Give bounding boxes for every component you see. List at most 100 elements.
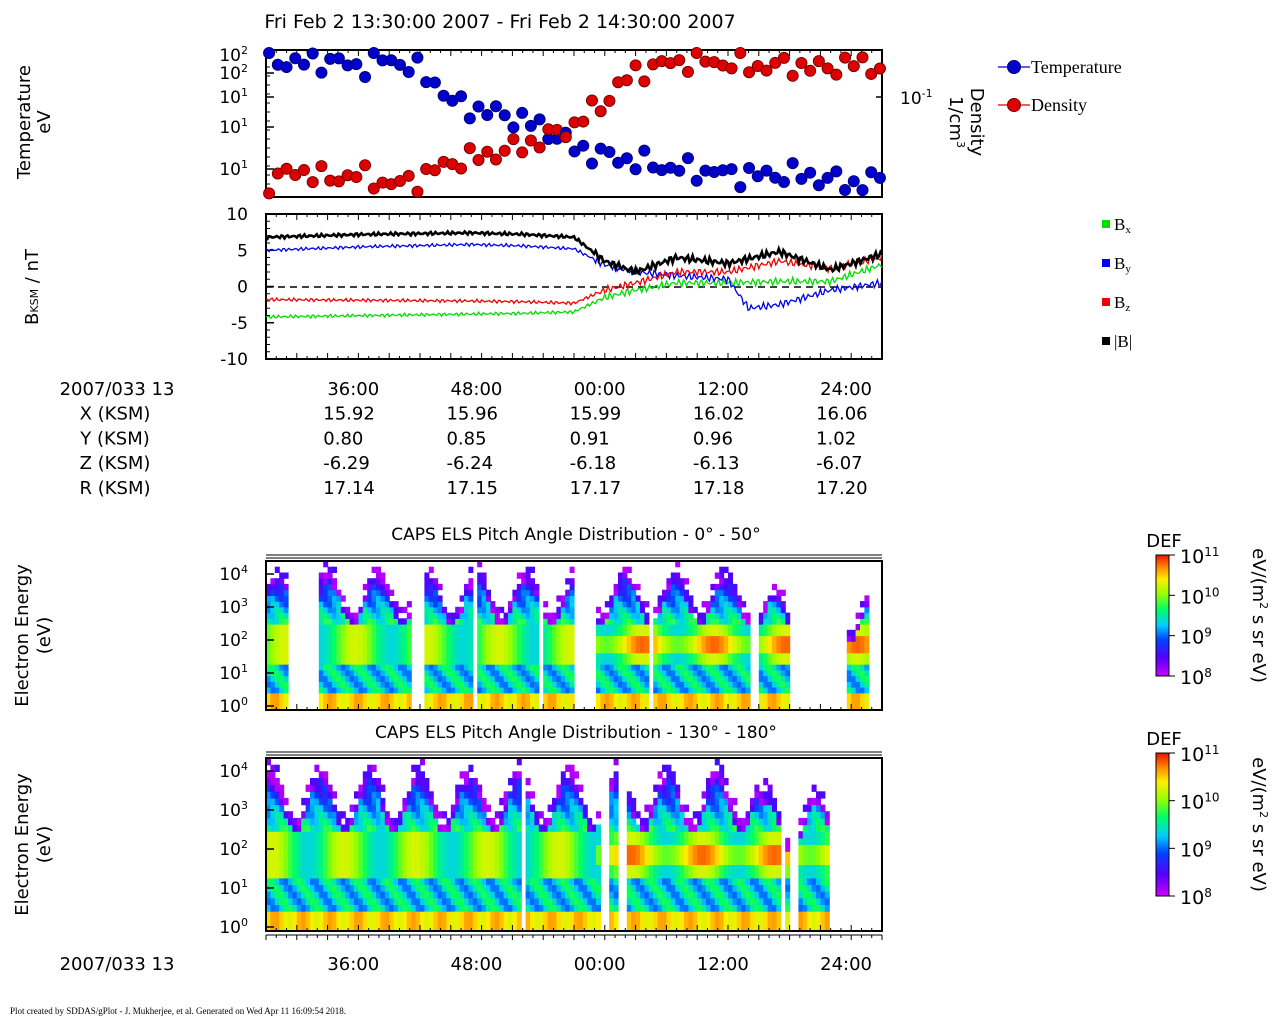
spectrogram-cell	[772, 851, 777, 859]
spectrogram-cell	[714, 911, 720, 919]
spectrogram-cell	[450, 851, 456, 859]
spectrogram-cell	[767, 704, 773, 711]
spectrogram-cell	[565, 595, 571, 602]
spectrogram-cell	[772, 595, 777, 602]
spectrogram-cell	[736, 911, 742, 919]
spectrogram-cell	[516, 583, 522, 591]
spectrogram-cell	[512, 804, 518, 812]
spectrogram-cell	[332, 851, 337, 859]
spectrogram-cell	[706, 641, 711, 648]
spectrogram-cell	[600, 612, 606, 619]
spectrogram-cell	[750, 904, 755, 912]
spectrogram-cell	[406, 837, 412, 846]
spectrogram-cell	[486, 589, 491, 596]
spectrogram-cell	[503, 891, 509, 899]
legend-bz-swatch	[1102, 298, 1110, 306]
spectrogram-cell	[745, 681, 751, 688]
spectrogram-cell	[424, 864, 430, 872]
spectrogram-cell	[424, 698, 430, 705]
spectrogram-cell	[424, 692, 430, 700]
spectrogram-cell	[679, 681, 685, 688]
spectrogram-cell	[428, 612, 434, 619]
spectrogram-cell	[499, 698, 505, 705]
spectrogram-cell	[464, 784, 469, 792]
spectrogram-cell	[428, 652, 434, 659]
spectrogram-cell	[354, 864, 359, 872]
spectrogram-cell	[587, 844, 593, 852]
spectrogram-cell	[719, 891, 725, 899]
spectrogram-cell	[776, 831, 782, 839]
spectrogram-cell	[662, 698, 667, 705]
spectrogram-cell	[578, 904, 584, 912]
spectrogram-cell	[468, 595, 474, 602]
spectrogram-cell	[283, 864, 289, 872]
spectrogram-cell	[763, 687, 769, 694]
spectrogram-cell	[596, 669, 601, 677]
spectrogram-cell	[428, 844, 434, 852]
spectrogram-cell	[675, 669, 681, 677]
spectrogram-cell	[411, 891, 417, 899]
spectrogram-cell	[596, 811, 601, 819]
spectrogram-cell	[340, 641, 346, 648]
spectrogram-cell	[367, 897, 373, 905]
spectrogram-cell	[446, 629, 452, 637]
spectrogram-cell	[508, 917, 513, 925]
spectrogram-cell	[578, 884, 584, 892]
colorbar-tick-label: 1010	[1180, 585, 1219, 608]
spectrogram-cell	[455, 618, 461, 625]
spectrogram-cell	[424, 797, 430, 806]
spectrogram-cell	[675, 811, 681, 819]
spectrogram-cell	[270, 924, 276, 932]
spectrogram-cell	[758, 877, 764, 886]
spectrogram-cell	[411, 811, 417, 819]
spectrogram-cell	[424, 891, 430, 899]
spectrogram-cell	[543, 884, 549, 892]
spectrogram-cell	[736, 884, 742, 892]
spectrogram-cell	[376, 606, 381, 614]
spectrogram-cell	[477, 578, 483, 585]
spectrogram-cell	[380, 595, 386, 602]
spectrogram-cell	[477, 618, 483, 625]
spectrogram-cell	[332, 635, 337, 642]
spectrogram-cell	[785, 692, 791, 700]
density-point	[795, 56, 808, 69]
density-point	[594, 105, 607, 118]
spectrogram-cell	[503, 652, 509, 659]
spectrogram-cell	[547, 837, 553, 846]
spectrogram-cell	[569, 595, 575, 602]
spectrogram-cell	[499, 824, 505, 832]
spectrogram-cell	[574, 877, 579, 886]
spectrogram-cell	[670, 658, 676, 665]
spectrogram-cell	[442, 884, 447, 892]
spectrogram-cell	[534, 618, 540, 625]
spectrogram-cell	[635, 652, 641, 659]
spectrogram-cell	[340, 917, 346, 925]
spectrogram-cell	[569, 851, 575, 859]
spectrogram-cell	[741, 904, 747, 912]
spectrogram-cell	[675, 884, 681, 892]
spectrogram-cell	[318, 658, 324, 665]
spectrogram-cell	[358, 669, 364, 677]
spectrogram-cell	[433, 687, 439, 694]
spectrogram-cell	[362, 791, 368, 799]
spectrogram-cell	[266, 771, 271, 779]
spectrogram-cell	[415, 784, 421, 792]
spectrogram-cell	[556, 595, 562, 602]
spectrogram-cell	[376, 664, 381, 671]
spectrogram-cell	[516, 601, 522, 608]
spectrogram-cell	[442, 652, 447, 659]
spectrogram-cell	[516, 658, 522, 665]
spectrogram-cell	[530, 831, 535, 839]
spectrogram-cell	[468, 884, 474, 892]
spectrogram-cell	[503, 791, 509, 799]
spectrogram-cell	[481, 817, 487, 826]
spectrogram-cell	[420, 784, 425, 792]
legend-bz: Bz	[1114, 293, 1130, 314]
ephem-value: 16.06	[816, 404, 868, 425]
spectrogram-cell	[670, 837, 676, 846]
spectrogram-cell	[266, 675, 271, 682]
spectrogram-cell	[354, 664, 359, 671]
spectrogram-cell	[684, 871, 689, 879]
spectrogram-cell	[406, 911, 412, 919]
spectrogram-cell	[411, 817, 417, 826]
